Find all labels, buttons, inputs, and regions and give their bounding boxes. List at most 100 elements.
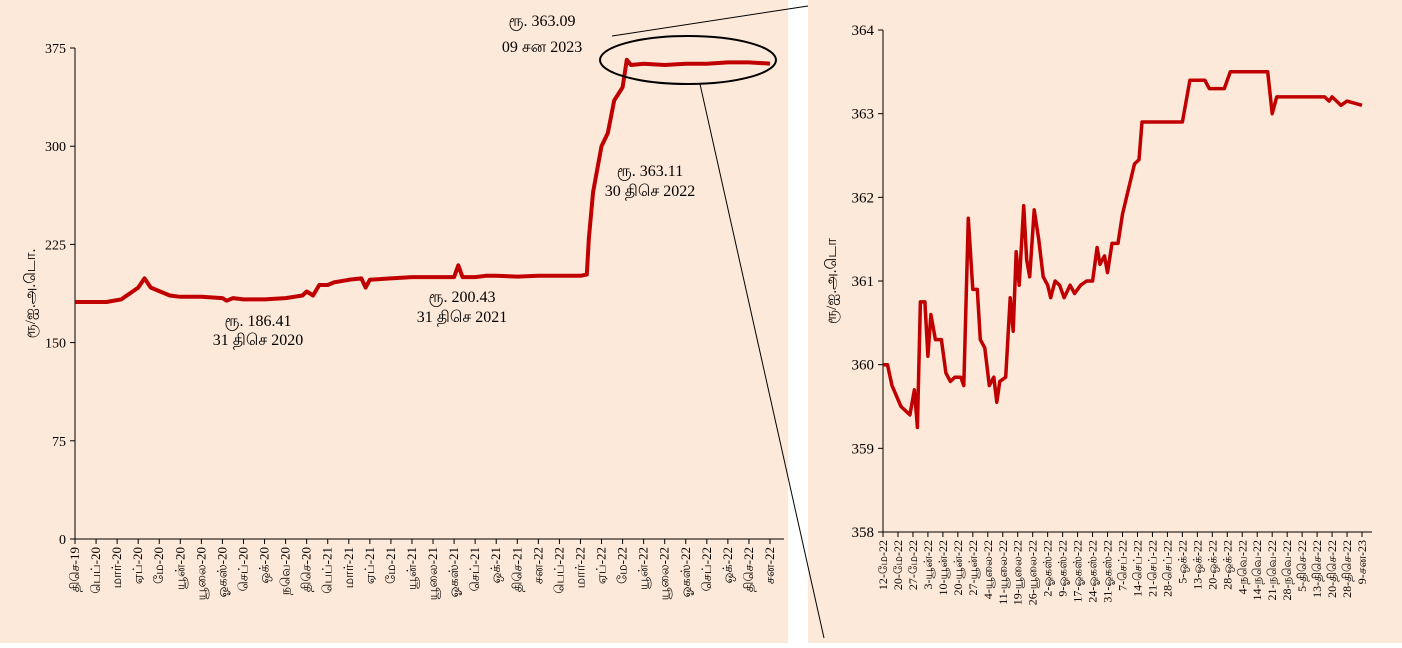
y-tick-label: 362 xyxy=(852,190,875,206)
x-tick-label: 26-யூலை-22 xyxy=(1026,540,1040,605)
x-tick-label: ஒக்-22 xyxy=(720,547,735,584)
x-tick-label: நவெ-20 xyxy=(278,547,293,595)
x-tick-label: சன-22 xyxy=(762,547,777,584)
x-tick-label: திசெ-21 xyxy=(509,547,524,592)
x-tick-label: மே-22 xyxy=(615,547,630,584)
x-tick-label: செப்-22 xyxy=(699,547,714,591)
x-tick-label: ஓகஸ்-21 xyxy=(446,547,461,598)
x-tick-label: 4-யூலை-22 xyxy=(981,540,995,599)
x-tick-label: பெப்-22 xyxy=(551,547,566,594)
x-tick-label: ஓகஸ்-20 xyxy=(214,547,229,598)
x-tick-label: 28-ஒக்-22 xyxy=(1220,540,1234,590)
x-tick-label: 7-செப்-22 xyxy=(1116,540,1130,591)
y-tick-label: 75 xyxy=(52,435,66,450)
x-tick-label: 28-செப்-22 xyxy=(1160,540,1174,597)
x-tick-label: யூலை-21 xyxy=(425,547,440,600)
x-tick-label: 20-திசெ-22 xyxy=(1325,540,1339,598)
y-tick-label: 363 xyxy=(852,107,875,123)
left-panel-background xyxy=(0,0,788,643)
annotation-date: 31 திசெ 2021 xyxy=(417,309,507,326)
x-tick-label: ஏப்-20 xyxy=(130,547,145,584)
x-tick-label: ஏப்-22 xyxy=(594,547,609,584)
x-tick-label: திசெ-22 xyxy=(741,547,756,592)
x-tick-label: 13-திசெ-22 xyxy=(1310,540,1324,598)
series-line xyxy=(75,57,771,304)
y-axis-label: ரூ/ஐ.அ.டொ xyxy=(824,238,840,324)
x-tick-label: 11-யூலை-22 xyxy=(996,540,1010,605)
right-panel-background xyxy=(808,0,1402,643)
series-line xyxy=(883,70,1363,430)
x-tick-label: 20-மே-22 xyxy=(891,540,905,590)
y-tick-label: 0 xyxy=(59,533,66,548)
x-tick-label: 3-யூன்-22 xyxy=(921,540,935,590)
x-tick-label: சன-22 xyxy=(530,547,545,584)
zoom-ellipse xyxy=(599,35,777,85)
y-tick-label: 300 xyxy=(45,140,66,155)
x-tick-label: 14-நவெ-22 xyxy=(1250,540,1264,601)
x-tick-label: செப்-20 xyxy=(235,547,250,591)
annotation-date: 09 சன 2023 xyxy=(502,39,582,56)
x-tick-label: 31-ஓகஸ்-22 xyxy=(1101,540,1115,603)
x-tick-label: திசெ-19 xyxy=(67,547,82,592)
y-tick-label: 359 xyxy=(852,441,875,457)
x-tick-label: 9-ஓகஸ்-22 xyxy=(1056,540,1070,597)
x-tick-label: 27-மே-22 xyxy=(906,540,920,590)
x-tick-label: 21-நவெ-22 xyxy=(1265,540,1279,601)
x-tick-label: 5-திசெ-22 xyxy=(1295,540,1309,592)
y-tick-label: 375 xyxy=(45,42,66,57)
x-tick-label: மார்-22 xyxy=(572,547,587,588)
y-tick-label: 361 xyxy=(852,274,875,290)
x-tick-label: யூன்-22 xyxy=(636,547,651,590)
x-tick-label: 20-ஒக்-22 xyxy=(1205,540,1219,590)
y-tick-label: 150 xyxy=(45,337,66,352)
x-tick-label: 20-யூன்-22 xyxy=(951,540,965,596)
x-tick-label: ஏப்-21 xyxy=(362,547,377,584)
y-tick-label: 225 xyxy=(45,238,66,253)
annotation-date: 31 திசெ 2020 xyxy=(213,332,303,349)
x-tick-label: யூலை-20 xyxy=(193,547,208,600)
x-tick-label: 13-ஒக்-22 xyxy=(1190,540,1204,590)
y-tick-label: 364 xyxy=(852,23,875,39)
x-tick-label: யூலை-22 xyxy=(657,547,672,600)
annotation-date: 30 திசெ 2022 xyxy=(605,183,695,200)
x-tick-label: மே-21 xyxy=(383,547,398,584)
x-tick-label: செப்-21 xyxy=(467,547,482,591)
y-axis-label: ரூ/ஐ.அ.டொ. xyxy=(23,249,39,339)
x-tick-label: பெப்-20 xyxy=(88,547,103,594)
x-tick-label: 28-நவெ-22 xyxy=(1280,540,1294,601)
zoom-callout xyxy=(599,5,825,639)
x-tick-label: திசெ-20 xyxy=(299,547,314,592)
x-tick-label: மார்-20 xyxy=(109,547,124,588)
x-tick-label: 28-திசெ-22 xyxy=(1340,540,1354,598)
y-tick-label: 360 xyxy=(852,358,875,374)
x-tick-label: 2-ஓகஸ்-22 xyxy=(1041,540,1055,597)
left-chart: 0 75 150 225 300 375 திசெ-19 பெப்-20 மார்-20 ஏப்-… xyxy=(23,13,784,600)
x-tick-label: ஒக்-20 xyxy=(257,547,272,584)
x-tick-label: யூன்-21 xyxy=(404,547,419,590)
x-tick-label: ஓகஸ்-22 xyxy=(678,547,693,598)
annotation-value: ரூ. 363.09 xyxy=(509,13,576,31)
x-tick-label: யூன்-20 xyxy=(172,547,187,590)
x-tick-label: பெப்-21 xyxy=(320,547,335,594)
x-tick-label: மார்-21 xyxy=(341,547,356,588)
x-tick-label: 27-யூன்-22 xyxy=(966,540,980,596)
x-tick-label: 17-ஓகஸ்-22 xyxy=(1071,540,1085,603)
x-tick-label: 12-மே-22 xyxy=(876,540,890,590)
x-tick-label: 5-ஒக்-22 xyxy=(1175,540,1189,584)
x-tick-label: 19-யூலை-22 xyxy=(1011,540,1025,605)
x-tick-label: 10-யூன்-22 xyxy=(936,540,950,596)
x-tick-label: ஒக்-21 xyxy=(488,547,503,584)
zoom-connector-bottom xyxy=(699,83,825,639)
x-tick-label: 9-சன-23 xyxy=(1355,540,1369,584)
annotation-value: ரூ. 186.41 xyxy=(225,313,292,331)
annotation-value: ரூ. 200.43 xyxy=(429,289,496,307)
x-tick-label: 14-செப்-22 xyxy=(1130,540,1144,597)
x-tick-label: 24-ஓகஸ்-22 xyxy=(1086,540,1100,603)
x-tick-label: 21-செப்-22 xyxy=(1145,540,1159,597)
y-tick-label: 358 xyxy=(852,525,875,541)
x-tick-label: 4-நவெ-22 xyxy=(1235,540,1249,595)
x-tick-label: மே-20 xyxy=(151,547,166,584)
